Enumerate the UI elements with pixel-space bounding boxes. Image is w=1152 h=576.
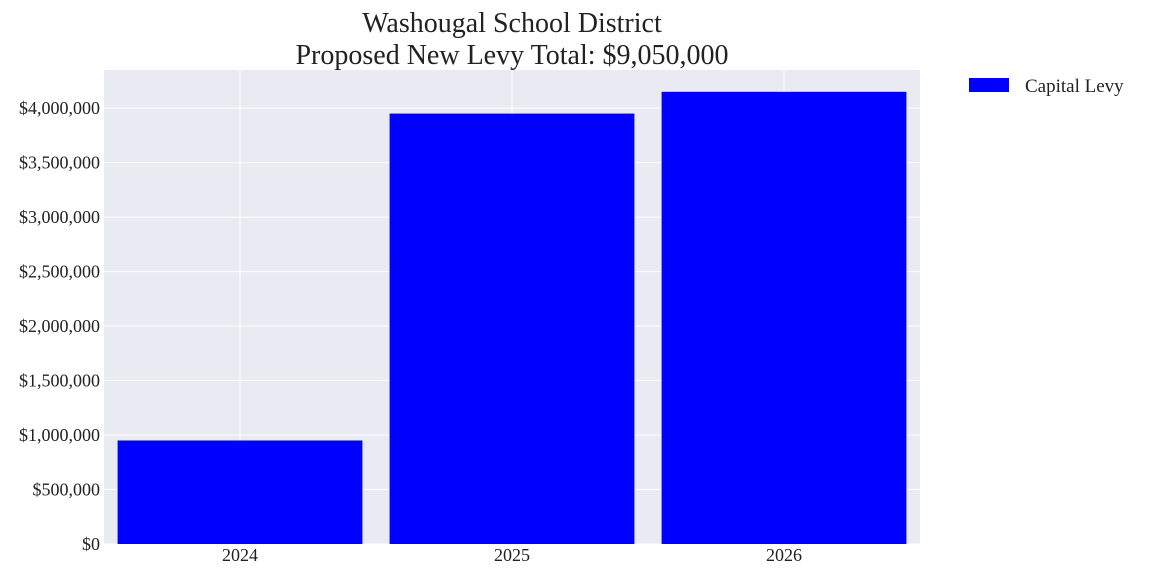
chart-title: Washougal School District (362, 8, 662, 39)
bar-2025 (389, 113, 635, 544)
bar-2026 (661, 91, 907, 545)
x-tick-label: 2024 (222, 545, 258, 565)
legend-swatch-capital-levy (969, 78, 1009, 92)
bars (117, 91, 907, 545)
y-tick-label: $2,500,000 (19, 262, 100, 282)
y-tick-label: $2,000,000 (19, 316, 100, 336)
chart-subtitle: Proposed New Levy Total: $9,050,000 (295, 40, 728, 71)
y-axis: $0 $500,000 $1,000,000 $1,500,000 $2,000,000… (19, 98, 100, 554)
y-tick-label: $4,000,000 (19, 98, 100, 118)
bar-2024 (117, 440, 363, 544)
x-axis: 2024 2025 2026 (222, 545, 802, 565)
y-tick-label: $1,500,000 (19, 371, 100, 391)
x-tick-label: 2025 (494, 545, 530, 565)
x-tick-label: 2026 (766, 545, 802, 565)
y-tick-label: $1,000,000 (19, 425, 100, 445)
y-tick-label: $0 (82, 534, 100, 554)
y-tick-label: $3,000,000 (19, 207, 100, 227)
legend: Capital Levy (969, 76, 1124, 97)
legend-label-capital-levy: Capital Levy (1025, 76, 1124, 97)
y-tick-label: $500,000 (33, 480, 101, 500)
y-tick-label: $3,500,000 (19, 153, 100, 173)
